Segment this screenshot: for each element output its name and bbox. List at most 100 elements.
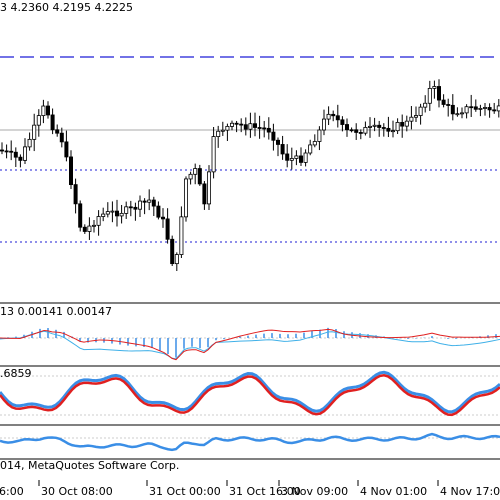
- candle-body: [115, 210, 120, 217]
- candle-body: [404, 120, 409, 127]
- candle-body: [183, 178, 188, 218]
- candle-body: [69, 156, 74, 186]
- candle-body: [18, 156, 23, 161]
- candle-body: [446, 104, 451, 106]
- time-label: 31 Oct 00:00: [149, 485, 221, 498]
- candle-body: [202, 183, 207, 205]
- candle-body: [464, 106, 469, 114]
- candle-body: [46, 105, 51, 116]
- candle-body: [220, 129, 225, 132]
- time-label: 31 Oct 16:00: [229, 485, 301, 498]
- indicator-label: .6859: [0, 367, 32, 380]
- candle-body: [441, 99, 446, 105]
- candle-body: [423, 102, 428, 108]
- candle-body: [101, 213, 106, 217]
- candle-body: [335, 115, 340, 121]
- candle-body: [473, 106, 478, 110]
- candle-body: [358, 132, 363, 134]
- candle-body: [105, 211, 110, 215]
- candle-body: [133, 206, 138, 210]
- candle-body: [326, 113, 331, 120]
- candle-body: [32, 124, 37, 140]
- stoch-signal: [0, 373, 500, 417]
- candle-body: [160, 216, 165, 220]
- candle-body: [257, 127, 262, 129]
- candle-body: [377, 124, 382, 128]
- candle-body: [469, 106, 474, 109]
- candle-body: [331, 113, 336, 117]
- candle-body: [344, 124, 349, 131]
- candle-body: [225, 125, 230, 131]
- time-label: 30 Oct 08:00: [41, 485, 113, 498]
- candle-body: [285, 153, 290, 161]
- candle-body: [211, 136, 216, 173]
- candle-body: [151, 199, 156, 207]
- candle-body: [216, 130, 221, 137]
- candle-body: [179, 216, 184, 255]
- candle-body: [124, 206, 129, 214]
- candle-body: [317, 129, 322, 142]
- candle-body: [409, 116, 414, 122]
- candle-body: [478, 107, 483, 110]
- candle-body: [482, 107, 487, 109]
- candle-body: [496, 105, 500, 112]
- candle-body: [436, 86, 441, 101]
- candle-body: [363, 127, 368, 134]
- candle-body: [59, 132, 64, 143]
- candle-body: [340, 119, 345, 125]
- stoch-main: [0, 370, 500, 414]
- candle-body: [266, 127, 271, 133]
- candle-body: [96, 216, 101, 226]
- time-label: 16:00: [0, 485, 24, 498]
- candle-body: [92, 224, 97, 227]
- candle-body: [147, 199, 152, 203]
- candle-body: [418, 106, 423, 116]
- candle-body: [450, 104, 455, 115]
- candle-body: [349, 129, 354, 132]
- candle-body: [137, 200, 142, 210]
- time-label: 4 Nov 17:00: [440, 485, 500, 498]
- candle-body: [239, 123, 244, 126]
- candle-body: [156, 205, 161, 218]
- candle-body: [487, 107, 492, 111]
- candle-body: [390, 130, 395, 133]
- candle-body: [243, 124, 248, 130]
- candle-body: [271, 131, 276, 141]
- ohlc-label: 3 4.2360 4.2195 4.2225: [0, 1, 133, 14]
- candle-body: [372, 124, 377, 127]
- indicator-line: [0, 432, 500, 452]
- candle-body: [367, 125, 372, 128]
- candle-body: [142, 200, 147, 203]
- candle-body: [234, 122, 239, 125]
- candle-body: [492, 109, 497, 112]
- candle-body: [128, 206, 133, 209]
- candle-body: [22, 146, 27, 161]
- candle-body: [36, 115, 41, 126]
- time-label: 3 Nov 09:00: [281, 485, 348, 498]
- candle-body: [459, 112, 464, 115]
- candle-body: [82, 226, 87, 232]
- candle-body: [275, 139, 280, 145]
- time-axis: 16:00 30 Oct 08:00 31 Oct 00:00 31 Oct 16:0…: [0, 480, 500, 498]
- candle-body: [4, 150, 9, 153]
- candle-body: [110, 210, 115, 213]
- candle-body: [381, 127, 386, 129]
- candle-body: [165, 218, 170, 240]
- candle-body: [50, 114, 55, 131]
- candle-body: [312, 141, 317, 146]
- candle-body: [13, 151, 18, 158]
- candle-body: [303, 152, 308, 163]
- macd-signal: [0, 330, 500, 360]
- candle-body: [64, 141, 69, 158]
- candle-body: [0, 149, 4, 152]
- candle-body: [73, 184, 78, 205]
- candle-body: [229, 122, 234, 127]
- candle-body: [262, 127, 267, 130]
- candle-body: [354, 129, 359, 133]
- candle-body: [298, 155, 303, 163]
- candle-body: [87, 225, 92, 232]
- candle-body: [41, 105, 46, 117]
- candle-body: [119, 212, 124, 217]
